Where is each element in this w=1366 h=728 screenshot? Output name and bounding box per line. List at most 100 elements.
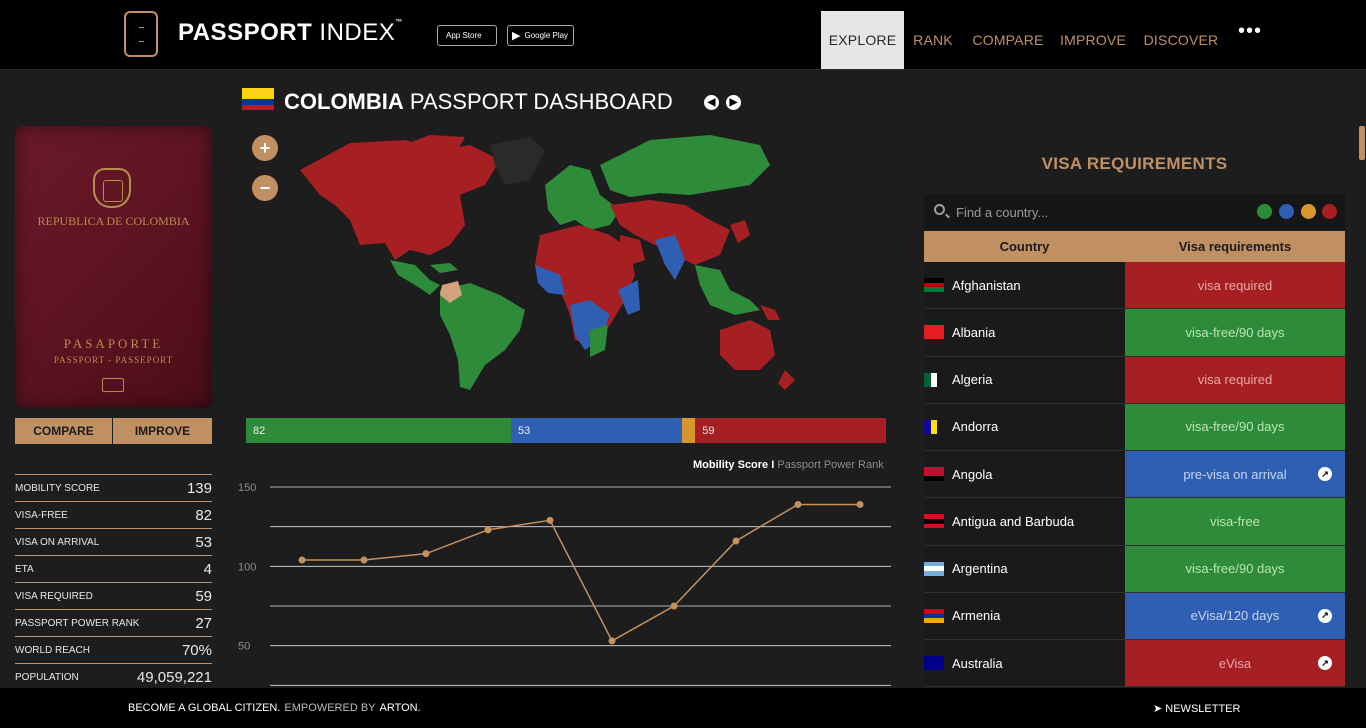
africa-region[interactable] — [535, 225, 640, 357]
visa-requirement-cell: eVisa/120 days ↗ — [1125, 592, 1345, 639]
filter-visa-required-dot[interactable] — [1322, 204, 1337, 219]
coat-of-arms-icon — [93, 168, 131, 208]
visa-requirement-cell: visa-free/90 days — [1125, 309, 1345, 356]
filter-visa-on-arrival-dot[interactable] — [1279, 204, 1294, 219]
google-play-button[interactable]: ▶ Google Play — [507, 25, 574, 46]
data-point[interactable] — [670, 602, 678, 610]
country-cell: Algeria — [924, 357, 1125, 403]
visa-requirement-cell: visa-free/90 days — [1125, 545, 1345, 592]
next-country-button[interactable]: ▶ — [726, 95, 741, 110]
country-name[interactable]: Angola — [952, 466, 993, 482]
column-header-country[interactable]: Country — [999, 239, 1050, 254]
asia-region[interactable] — [600, 135, 770, 315]
country-cell: Afghanistan — [924, 262, 1125, 308]
nav-compare[interactable]: COMPARE — [972, 32, 1044, 48]
breakdown-eta-segment[interactable] — [682, 418, 696, 443]
greenland-region[interactable] — [490, 137, 545, 185]
chart-legend: Mobility Score I Passport Power Rank — [693, 459, 884, 471]
site-logo[interactable]: PASSPORT INDEX™ — [178, 19, 403, 46]
breakdown-visa-on-arrival-segment[interactable]: 53 — [511, 418, 683, 443]
world-visa-map[interactable] — [290, 125, 820, 400]
nav-improve[interactable]: IMPROVE — [1060, 32, 1126, 48]
arton-link[interactable]: ARTON. — [379, 702, 421, 714]
column-header-visa-requirements[interactable]: Visa requirements — [1178, 239, 1292, 254]
data-point[interactable] — [546, 516, 554, 524]
table-row[interactable]: Albania visa-free/90 days — [924, 309, 1345, 357]
external-link-icon[interactable]: ↗ — [1318, 467, 1332, 482]
mobility-score-line — [302, 503, 860, 642]
search-icon — [934, 204, 945, 215]
country-search-input[interactable] — [956, 202, 1176, 222]
stat-visa-required: VISA REQUIRED 59 — [15, 582, 212, 609]
passport-logo-icon[interactable] — [124, 11, 158, 57]
country-name[interactable]: Andorra — [952, 419, 999, 435]
country-name[interactable]: Australia — [952, 655, 1003, 671]
passport-stats-list: MOBILITY SCORE 139 VISA-FREE 82 VISA ON AR… — [15, 474, 212, 690]
more-menu-icon[interactable]: ••• — [1238, 20, 1263, 42]
filter-visa-free-dot[interactable] — [1257, 204, 1272, 219]
data-point[interactable] — [794, 500, 802, 508]
breakdown-visa-free-segment[interactable]: 82 — [246, 418, 512, 443]
europe-region[interactable] — [545, 165, 620, 230]
stat-power-rank: PASSPORT POWER RANK 27 — [15, 609, 212, 636]
external-link-icon[interactable]: ↗ — [1318, 608, 1332, 623]
table-row[interactable]: Argentina visa-free/90 days — [924, 545, 1345, 593]
country-name[interactable]: Algeria — [952, 372, 993, 388]
zoom-out-button[interactable]: − — [252, 175, 278, 201]
country-name[interactable]: Antigua and Barbuda — [952, 513, 1075, 529]
data-point[interactable] — [422, 550, 430, 558]
visa-requirement-text: visa required — [1197, 277, 1273, 293]
data-point[interactable] — [484, 526, 492, 534]
y-tick-label: 50 — [238, 641, 250, 653]
data-point[interactable] — [732, 537, 740, 545]
country-name[interactable]: Argentina — [952, 561, 1008, 577]
legend-mobility-score[interactable]: Mobility Score — [693, 459, 769, 471]
oceania-region[interactable] — [720, 305, 795, 390]
play-icon: ▶ — [512, 30, 521, 42]
table-row[interactable]: Australia eVisa ↗ — [924, 640, 1345, 688]
country-cell: Antigua and Barbuda — [924, 498, 1125, 544]
data-point[interactable] — [856, 500, 864, 508]
country-cell: Argentina — [924, 546, 1125, 592]
nav-discover[interactable]: DISCOVER — [1143, 32, 1219, 48]
stat-eta: ETA 4 — [15, 555, 212, 582]
app-store-button[interactable]: App Store — [437, 25, 497, 46]
country-name[interactable]: Afghanistan — [952, 277, 1021, 293]
newsletter-link[interactable]: ➤ NEWSLETTER — [1153, 703, 1241, 715]
data-point[interactable] — [608, 637, 616, 645]
nav-rank[interactable]: RANK — [913, 32, 953, 48]
country-cell: Australia — [924, 640, 1125, 686]
country-name[interactable]: Albania — [952, 324, 996, 340]
stat-world-reach: WORLD REACH 70% — [15, 636, 212, 663]
legend-passport-power-rank[interactable]: Passport Power Rank — [777, 459, 884, 471]
breakdown-visa-required-segment[interactable]: 59 — [695, 418, 886, 443]
table-row[interactable]: Algeria visa required — [924, 356, 1345, 404]
table-row[interactable]: Afghanistan visa required — [924, 262, 1345, 310]
south-america-region[interactable] — [440, 281, 525, 390]
colombia-flag-icon — [242, 88, 274, 110]
country-name[interactable]: Armenia — [952, 608, 1001, 624]
y-tick-label: 100 — [238, 561, 256, 573]
central-america-region[interactable] — [390, 260, 458, 295]
data-point[interactable] — [298, 556, 306, 564]
visa-requirement-text: visa-free/90 days — [1185, 324, 1285, 340]
data-point[interactable] — [360, 556, 368, 564]
page-scrollbar[interactable] — [1359, 126, 1365, 160]
table-row[interactable]: Andorra visa-free/90 days — [924, 403, 1345, 451]
external-link-icon[interactable]: ↗ — [1318, 656, 1332, 671]
prev-country-button[interactable]: ◀ — [704, 95, 719, 110]
compare-button[interactable]: COMPARE — [15, 418, 112, 444]
nav-explore[interactable]: EXPLORE — [821, 11, 904, 69]
filter-eta-dot[interactable] — [1301, 204, 1316, 219]
improve-button[interactable]: IMPROVE — [113, 418, 212, 444]
table-row[interactable]: Armenia eVisa/120 days ↗ — [924, 592, 1345, 640]
country-cell: Armenia — [924, 593, 1125, 639]
dashboard-title: COLOMBIA PASSPORT DASHBOARD — [284, 89, 673, 114]
country-cell: Angola — [924, 451, 1125, 497]
north-america-region[interactable] — [300, 135, 500, 260]
zoom-in-button[interactable]: + — [252, 135, 278, 161]
visa-breakdown-bar: 82 53 59 — [246, 418, 886, 443]
table-row[interactable]: Antigua and Barbuda visa-free — [924, 498, 1345, 546]
table-row[interactable]: Angola pre-visa on arrival ↗ — [924, 451, 1345, 499]
passport-subtitle-text: PASSPORT - PASSEPORT — [53, 355, 174, 365]
